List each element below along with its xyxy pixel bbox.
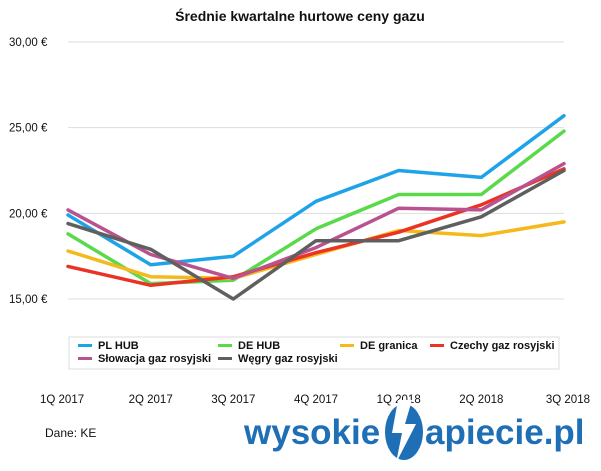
chart-title: Średnie kwartalne hurtowe ceny gazu: [175, 7, 425, 24]
y-tick-label: 30,00 €: [9, 37, 48, 49]
series-line-czechy-gaz-rosyjski: [66, 167, 566, 288]
y-axis-ticks: 30,00 € 25,00 € 20,00 € 15,00 €: [9, 37, 48, 306]
legend-label: DE granica: [360, 340, 418, 352]
legend-box: [68, 336, 560, 370]
logo-text-part1: wysokie: [243, 413, 380, 452]
lightning-icon: [385, 400, 423, 463]
series-line-s-owacja-gaz-rosyjski: [66, 161, 566, 281]
x-tick-label: 3Q 2017: [211, 394, 255, 406]
y-tick-label: 25,00 €: [9, 123, 48, 135]
source-label: Dane: KE: [45, 426, 96, 440]
y-tick-label: 15,00 €: [9, 294, 48, 306]
legend-label: PL HUB: [98, 340, 139, 352]
x-tick-label: 3Q 2018: [546, 394, 590, 406]
series-lines: [66, 113, 566, 301]
legend-label: Słowacja gaz rosyjski: [98, 353, 211, 365]
logo-text-part2: apiecie.pl: [425, 413, 585, 452]
x-tick-label: 2Q 2017: [129, 394, 173, 406]
legend-label: Czechy gaz rosyjski: [450, 340, 555, 352]
legend: PL HUB DE HUB DE granica Czechy gaz rosyjsk…: [68, 336, 560, 370]
x-tick-label: 1Q 2017: [40, 394, 84, 406]
series-line-w-gry-gaz-rosyjski: [66, 168, 566, 301]
gridlines: [68, 41, 564, 300]
legend-label: Węgry gaz rosyjski: [238, 353, 338, 365]
x-tick-label: 4Q 2017: [294, 394, 338, 406]
series-line-pl-hub: [66, 113, 566, 267]
x-tick-label: 2Q 2018: [459, 394, 503, 406]
legend-label: DE HUB: [238, 340, 280, 352]
wysokienapiecie-logo: wysokie apiecie.pl: [243, 400, 585, 463]
y-tick-label: 20,00 €: [9, 208, 48, 220]
